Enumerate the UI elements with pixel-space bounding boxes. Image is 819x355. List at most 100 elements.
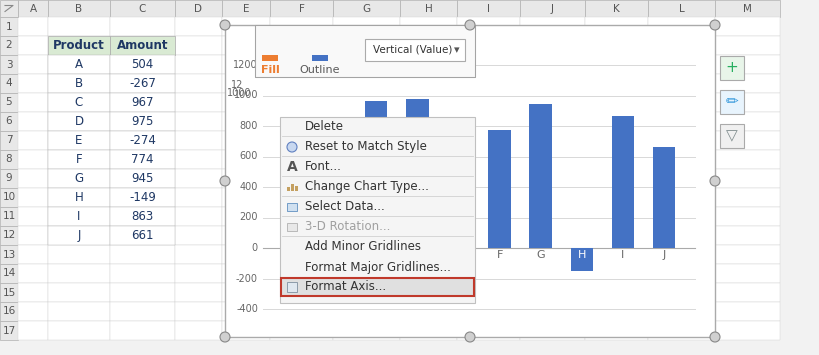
Bar <box>269 74 333 93</box>
Bar <box>269 264 333 283</box>
Bar <box>647 93 714 112</box>
Bar <box>110 93 174 112</box>
Bar <box>333 17 400 36</box>
Text: 12: 12 <box>2 230 16 240</box>
Bar <box>110 226 174 245</box>
Bar <box>584 226 647 245</box>
Text: 11: 11 <box>2 212 16 222</box>
Bar <box>519 321 584 340</box>
Bar <box>714 321 779 340</box>
Bar <box>174 321 222 340</box>
Bar <box>584 169 647 188</box>
Bar <box>584 245 647 264</box>
Text: L: L <box>678 4 684 13</box>
Bar <box>48 74 110 93</box>
Circle shape <box>709 20 719 30</box>
Bar <box>333 188 400 207</box>
Text: F: F <box>495 250 502 260</box>
Bar <box>647 74 714 93</box>
Text: C: C <box>75 96 83 109</box>
Text: J: J <box>77 229 80 242</box>
Text: 3-D Rotation...: 3-D Rotation... <box>305 220 390 234</box>
Bar <box>110 283 174 302</box>
Bar <box>400 302 456 321</box>
Text: D: D <box>75 115 84 128</box>
Bar <box>584 302 647 321</box>
Bar <box>18 0 48 17</box>
Text: Amount: Amount <box>290 32 355 50</box>
Bar <box>456 0 519 17</box>
Bar <box>647 321 714 340</box>
Bar <box>18 226 48 245</box>
Bar <box>400 150 456 169</box>
Text: 13: 13 <box>2 250 16 260</box>
Bar <box>174 55 222 74</box>
Bar <box>364 100 387 248</box>
Text: ▽: ▽ <box>726 129 737 143</box>
Bar <box>647 264 714 283</box>
Bar <box>333 150 400 169</box>
Bar <box>584 188 647 207</box>
Bar <box>652 147 675 248</box>
Bar <box>333 207 400 226</box>
Bar <box>324 248 346 289</box>
Bar <box>611 116 634 248</box>
Bar <box>269 55 333 74</box>
Bar <box>456 55 519 74</box>
Text: A: A <box>29 4 37 13</box>
Bar <box>222 150 269 169</box>
Bar <box>584 36 647 55</box>
Bar <box>311 55 328 61</box>
Bar <box>333 245 400 264</box>
Bar <box>456 264 519 283</box>
Bar <box>647 169 714 188</box>
Bar <box>291 184 294 191</box>
Bar <box>110 112 174 131</box>
Bar <box>0 36 18 55</box>
Bar <box>584 321 647 340</box>
Bar <box>48 55 110 74</box>
Bar <box>714 17 779 36</box>
Bar <box>333 112 400 131</box>
Bar <box>456 17 519 36</box>
Bar <box>269 17 333 36</box>
Bar <box>174 207 222 226</box>
Bar <box>48 169 110 188</box>
Bar <box>48 321 110 340</box>
Bar <box>714 188 779 207</box>
Bar <box>400 207 456 226</box>
Circle shape <box>219 332 229 342</box>
Circle shape <box>709 176 719 186</box>
Bar <box>295 186 297 191</box>
Bar <box>0 112 18 131</box>
Circle shape <box>464 20 474 30</box>
Text: +: + <box>725 60 737 76</box>
Bar <box>48 55 110 74</box>
Text: 1000: 1000 <box>233 91 258 100</box>
Bar <box>18 131 48 150</box>
Text: Amount: Amount <box>116 39 168 52</box>
Bar <box>48 188 110 207</box>
Bar <box>269 93 333 112</box>
Bar <box>0 302 18 321</box>
Bar <box>647 302 714 321</box>
Bar <box>48 112 110 131</box>
Bar <box>224 25 714 337</box>
Bar <box>110 36 174 55</box>
Bar <box>18 264 48 283</box>
Bar <box>110 150 174 169</box>
Text: 0: 0 <box>251 243 258 253</box>
Bar <box>0 17 18 36</box>
Bar <box>456 283 519 302</box>
Bar <box>0 188 18 207</box>
Bar <box>714 283 779 302</box>
Bar <box>584 150 647 169</box>
Bar <box>269 188 333 207</box>
Bar <box>333 131 400 150</box>
Bar <box>647 207 714 226</box>
Bar <box>519 17 584 36</box>
Bar <box>110 55 174 74</box>
Bar <box>647 0 714 17</box>
Bar <box>269 150 333 169</box>
Bar <box>0 74 18 93</box>
